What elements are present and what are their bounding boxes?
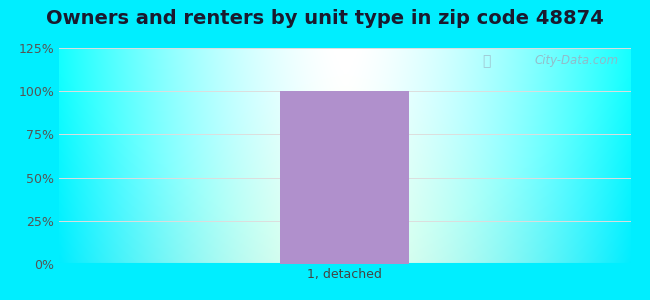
Bar bbox=[280, 91, 409, 264]
Text: City-Data.com: City-Data.com bbox=[535, 55, 619, 68]
Text: ⦿: ⦿ bbox=[482, 55, 490, 68]
Text: Owners and renters by unit type in zip code 48874: Owners and renters by unit type in zip c… bbox=[46, 9, 604, 28]
